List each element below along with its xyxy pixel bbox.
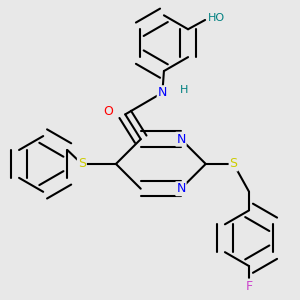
Text: N: N bbox=[176, 133, 186, 146]
Text: S: S bbox=[78, 158, 86, 170]
Text: F: F bbox=[245, 280, 253, 293]
Text: N: N bbox=[158, 86, 167, 99]
Text: H: H bbox=[179, 85, 188, 94]
Text: S: S bbox=[230, 158, 238, 170]
Text: O: O bbox=[103, 105, 113, 118]
Text: HO: HO bbox=[208, 14, 225, 23]
Text: N: N bbox=[176, 182, 186, 195]
